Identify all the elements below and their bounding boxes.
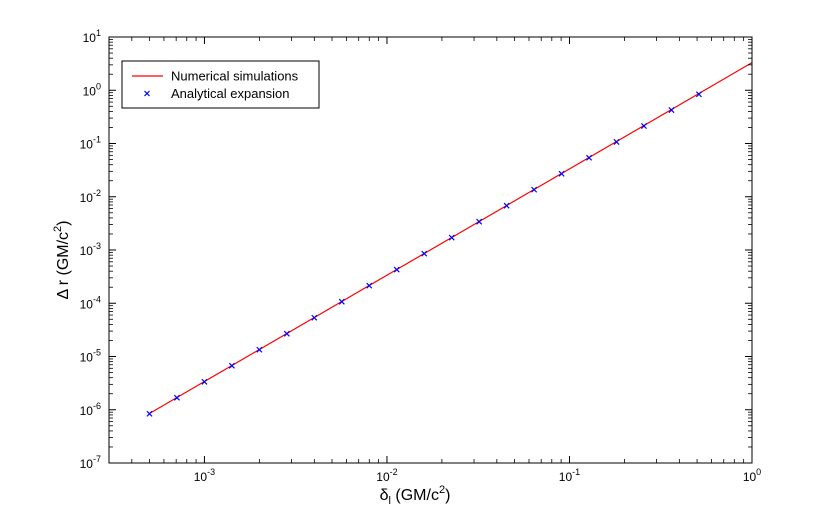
y-axis-label-sup: 2 xyxy=(52,226,64,232)
y-tick-label-exp: 1 xyxy=(96,28,101,38)
data-point-marker xyxy=(531,186,538,193)
y-tick-label: 101 xyxy=(83,28,101,45)
x-tick-label-exp: -3 xyxy=(207,467,215,477)
y-tick-label-exp: -7 xyxy=(93,454,101,464)
x-axis-label-end: ) xyxy=(445,487,450,504)
legend: Numerical simulations Analytical expansi… xyxy=(121,60,320,109)
x-tick-label-base: 10 xyxy=(194,470,208,484)
legend-label-numerical: Numerical simulations xyxy=(171,69,299,84)
y-tick-label: 10-4 xyxy=(80,294,101,311)
data-point-marker xyxy=(311,314,318,321)
y-tick-label-exp: -6 xyxy=(93,401,101,411)
data-point-marker xyxy=(613,138,620,145)
y-axis-label-main: Δ r (GM/c xyxy=(55,232,72,300)
x-tick-label-base: 10 xyxy=(743,470,757,484)
data-point-marker xyxy=(640,122,648,130)
x-tick-label-exp: -1 xyxy=(572,467,580,477)
tick-labels-layer: 10-3 10-2 10-1 10010-710-610-510-410-310-21… xyxy=(80,28,762,484)
x-tick-label-exp: -2 xyxy=(390,467,398,477)
y-tick-label-base: 10 xyxy=(80,191,94,205)
data-point-marker xyxy=(503,202,510,209)
legend-label-analytical: Analytical expansion xyxy=(171,86,290,101)
data-point-marker xyxy=(476,218,483,225)
data-point-marker xyxy=(228,362,235,369)
legend-marker-swatch xyxy=(144,90,150,97)
y-tick-label: 10-7 xyxy=(80,454,101,471)
y-tick-label: 10-3 xyxy=(80,241,101,258)
y-tick-label: 10-2 xyxy=(80,188,101,205)
y-axis-label: Δ r (GM/c2) xyxy=(52,220,72,299)
y-axis-label-end: ) xyxy=(55,220,72,225)
series-markers-analytical xyxy=(146,91,702,417)
y-tick-label: 10-6 xyxy=(80,401,101,418)
x-axis-label-main: δ xyxy=(380,487,389,504)
y-tick-label-exp: -2 xyxy=(93,188,101,198)
y-tick-label-base: 10 xyxy=(80,138,94,152)
data-point-marker xyxy=(558,170,565,177)
y-tick-label-exp: -3 xyxy=(93,241,101,251)
data-point-marker xyxy=(146,410,153,417)
y-tick-label-base: 10 xyxy=(80,244,94,258)
y-tick-label: 100 xyxy=(83,81,101,98)
x-axis-label: δl (GM/c2) xyxy=(380,484,451,507)
data-point-marker xyxy=(393,266,400,273)
y-tick-label: 10-5 xyxy=(80,348,101,365)
x-tick-label-base: 10 xyxy=(559,470,573,484)
data-point-marker xyxy=(366,282,373,289)
y-tick-label-exp: -5 xyxy=(93,348,101,358)
data-point-marker xyxy=(668,107,675,114)
y-tick-label: 10-1 xyxy=(80,135,101,152)
y-tick-label-exp: -4 xyxy=(93,294,101,304)
x-tick-label: 10-3 xyxy=(194,467,215,484)
y-tick-label-base: 10 xyxy=(83,84,97,98)
x-tick-label: 10-2 xyxy=(376,467,397,484)
legend-box xyxy=(121,60,320,109)
x-axis-label-rest: (GM/c xyxy=(391,487,439,504)
data-point-marker xyxy=(256,346,263,353)
y-tick-label-base: 10 xyxy=(80,457,94,471)
x-tick-label: 100 xyxy=(743,467,761,484)
data-point-marker xyxy=(586,154,593,161)
y-tick-label-exp: -1 xyxy=(93,135,101,145)
data-point-marker xyxy=(695,91,702,98)
x-axis-label-sub: l xyxy=(389,495,391,507)
y-tick-label-base: 10 xyxy=(83,31,97,45)
y-tick-label-base: 10 xyxy=(80,351,94,365)
x-tick-label-base: 10 xyxy=(376,470,390,484)
y-tick-label-base: 10 xyxy=(80,404,94,418)
series-layer xyxy=(146,62,753,417)
x-tick-label-exp: 0 xyxy=(756,467,761,477)
ticks-layer xyxy=(108,36,753,464)
x-axis-label-sup: 2 xyxy=(439,484,445,496)
data-point-marker xyxy=(173,394,180,401)
data-point-marker xyxy=(338,298,345,305)
y-tick-label-exp: 0 xyxy=(96,81,101,91)
x-tick-label: 10-1 xyxy=(559,467,580,484)
data-point-marker xyxy=(283,330,290,337)
data-point-marker xyxy=(421,250,428,257)
data-point-marker xyxy=(448,234,455,241)
data-point-marker xyxy=(201,378,208,385)
y-tick-label-base: 10 xyxy=(80,297,94,311)
